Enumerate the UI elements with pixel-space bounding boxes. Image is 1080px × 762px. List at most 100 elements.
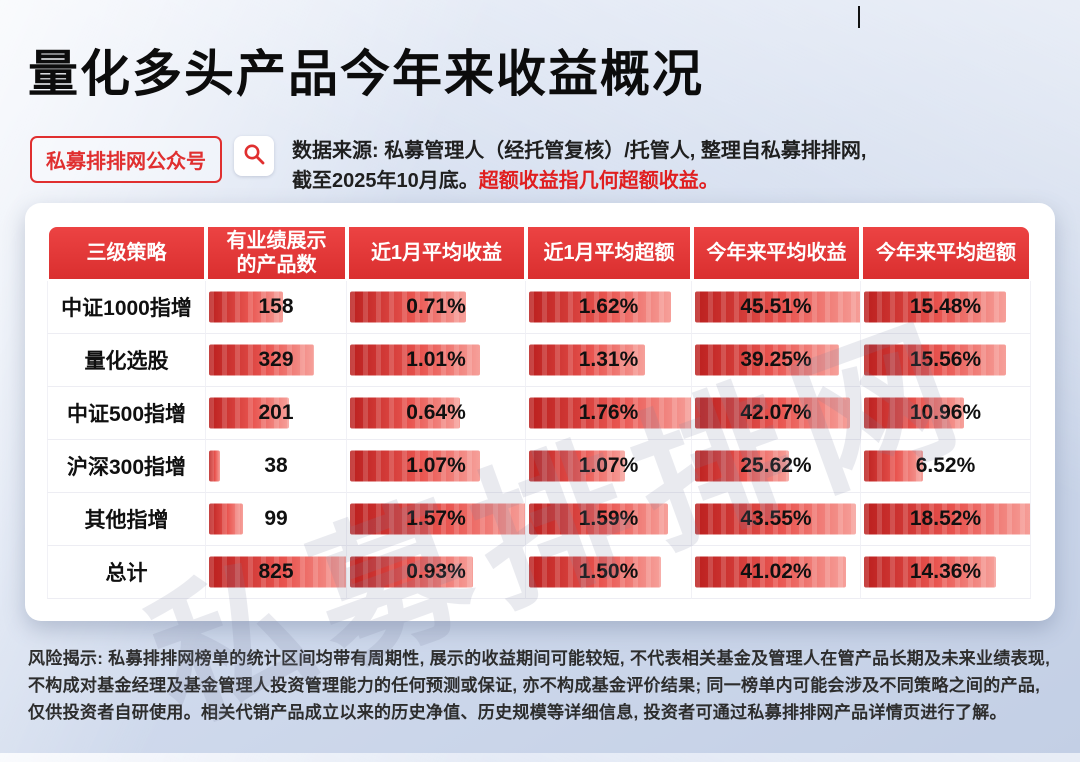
column-header: 三级策略 bbox=[47, 225, 206, 281]
cell-value: 201 bbox=[258, 401, 294, 424]
cell-value: 1.62% bbox=[578, 295, 639, 318]
official-account-badge[interactable]: 私募排排网公众号 bbox=[30, 136, 222, 183]
value-bar bbox=[350, 397, 461, 429]
cell-value: 25.62% bbox=[740, 454, 812, 477]
value-bar bbox=[695, 503, 857, 535]
strategy-cell: 中证1000指增 bbox=[47, 281, 206, 334]
cell-value: 38 bbox=[264, 454, 288, 477]
value-cell: 41.02% bbox=[692, 546, 861, 599]
value-cell: 25.62% bbox=[692, 440, 861, 493]
value-bar bbox=[529, 450, 625, 482]
value-bar bbox=[209, 291, 284, 323]
value-bar bbox=[864, 450, 924, 482]
value-cell: 45.51% bbox=[692, 281, 861, 334]
value-cell: 42.07% bbox=[692, 387, 861, 440]
value-bar bbox=[350, 291, 466, 323]
value-cell: 43.55% bbox=[692, 493, 861, 546]
value-cell: 0.64% bbox=[347, 387, 526, 440]
value-cell: 6.52% bbox=[861, 440, 1031, 493]
cell-value: 1.59% bbox=[578, 507, 639, 530]
value-bar bbox=[209, 503, 243, 535]
cell-value: 1.31% bbox=[578, 348, 639, 371]
cell-value: 0.71% bbox=[406, 295, 466, 318]
cell-value: 1.07% bbox=[578, 454, 639, 477]
cell-value: 6.52% bbox=[915, 454, 976, 477]
value-cell: 1.07% bbox=[347, 440, 526, 493]
cell-value: 1.76% bbox=[578, 401, 639, 424]
value-bar bbox=[864, 556, 996, 588]
cell-value: 1.57% bbox=[406, 507, 466, 530]
value-cell: 158 bbox=[206, 281, 347, 334]
value-cell: 15.56% bbox=[861, 334, 1031, 387]
value-bar bbox=[695, 397, 850, 429]
value-bar bbox=[209, 450, 221, 482]
value-bar bbox=[695, 291, 860, 323]
value-cell: 18.52% bbox=[861, 493, 1031, 546]
value-bar bbox=[350, 503, 525, 535]
cell-value: 10.96% bbox=[909, 401, 982, 424]
cell-value: 1.01% bbox=[406, 348, 466, 371]
value-cell: 1.59% bbox=[526, 493, 692, 546]
value-bar bbox=[695, 450, 790, 482]
cell-value: 0.93% bbox=[406, 560, 466, 583]
cell-value: 43.55% bbox=[740, 507, 812, 530]
value-bar bbox=[529, 344, 645, 376]
meta-row: 私募排排网公众号 数据来源: 私募管理人（经托管复核）/托管人, 整理自私募排排… bbox=[30, 136, 866, 196]
source-line-2: 截至2025年10月底。超额收益指几何超额收益。 bbox=[292, 170, 719, 192]
value-cell: 1.07% bbox=[526, 440, 692, 493]
cell-value: 39.25% bbox=[740, 348, 812, 371]
source-line-1: 数据来源: 私募管理人（经托管复核）/托管人, 整理自私募排排网, bbox=[292, 140, 867, 162]
strategy-cell: 中证500指增 bbox=[47, 387, 206, 440]
cell-value: 18.52% bbox=[909, 507, 982, 530]
table-card: 三级策略 有业绩展示 的产品数 近1月平均收益 近1月平均超额 今年来平均收益 … bbox=[25, 203, 1055, 621]
value-bar bbox=[864, 503, 1030, 535]
strategy-cell: 其他指增 bbox=[47, 493, 206, 546]
strategy-cell: 沪深300指增 bbox=[47, 440, 206, 493]
column-header: 近1月平均超额 bbox=[526, 225, 692, 281]
value-cell: 39.25% bbox=[692, 334, 861, 387]
value-cell: 201 bbox=[206, 387, 347, 440]
column-header: 有业绩展示 的产品数 bbox=[206, 225, 347, 281]
cell-value: 99 bbox=[264, 507, 288, 530]
column-header: 今年来平均超额 bbox=[861, 225, 1031, 281]
value-bar bbox=[350, 344, 480, 376]
value-cell: 10.96% bbox=[861, 387, 1031, 440]
cell-value: 0.64% bbox=[406, 401, 466, 424]
value-bar bbox=[529, 291, 671, 323]
cell-value: 42.07% bbox=[740, 401, 812, 424]
text-cursor bbox=[858, 6, 860, 28]
returns-table: 三级策略 有业绩展示 的产品数 近1月平均收益 近1月平均超额 今年来平均收益 … bbox=[47, 225, 1033, 599]
column-header: 今年来平均收益 bbox=[692, 225, 861, 281]
data-source-text: 数据来源: 私募管理人（经托管复核）/托管人, 整理自私募排排网, 截至2025… bbox=[292, 136, 866, 196]
value-bar bbox=[529, 503, 668, 535]
source-highlight: 超额收益指几何超额收益。 bbox=[478, 170, 719, 192]
column-header: 近1月平均收益 bbox=[347, 225, 526, 281]
value-bar bbox=[695, 344, 840, 376]
value-bar bbox=[350, 450, 480, 482]
page-title: 量化多头产品今年来收益概况 bbox=[28, 46, 704, 102]
value-cell: 1.57% bbox=[347, 493, 526, 546]
value-bar bbox=[695, 556, 847, 588]
value-cell: 1.62% bbox=[526, 281, 692, 334]
value-bar bbox=[864, 291, 1006, 323]
value-bar bbox=[864, 344, 1006, 376]
value-bar bbox=[864, 397, 964, 429]
cell-value: 329 bbox=[258, 348, 294, 371]
search-button[interactable] bbox=[234, 136, 274, 176]
cell-value: 41.02% bbox=[740, 560, 812, 583]
value-cell: 0.93% bbox=[347, 546, 526, 599]
strategy-cell: 量化选股 bbox=[47, 334, 206, 387]
value-cell: 38 bbox=[206, 440, 347, 493]
value-bar bbox=[529, 556, 661, 588]
value-cell: 1.76% bbox=[526, 387, 692, 440]
cell-value: 15.48% bbox=[909, 295, 982, 318]
value-bar bbox=[209, 556, 346, 588]
value-bar bbox=[209, 344, 314, 376]
magnifier-icon bbox=[242, 142, 266, 171]
value-cell: 1.50% bbox=[526, 546, 692, 599]
cell-value: 15.56% bbox=[909, 348, 982, 371]
risk-disclaimer: 风险揭示: 私募排排网榜单的统计区间均带有周期性, 展示的收益期间可能较短, 不… bbox=[28, 649, 1051, 723]
value-cell: 99 bbox=[206, 493, 347, 546]
value-cell: 1.01% bbox=[347, 334, 526, 387]
cell-value: 825 bbox=[258, 560, 294, 583]
